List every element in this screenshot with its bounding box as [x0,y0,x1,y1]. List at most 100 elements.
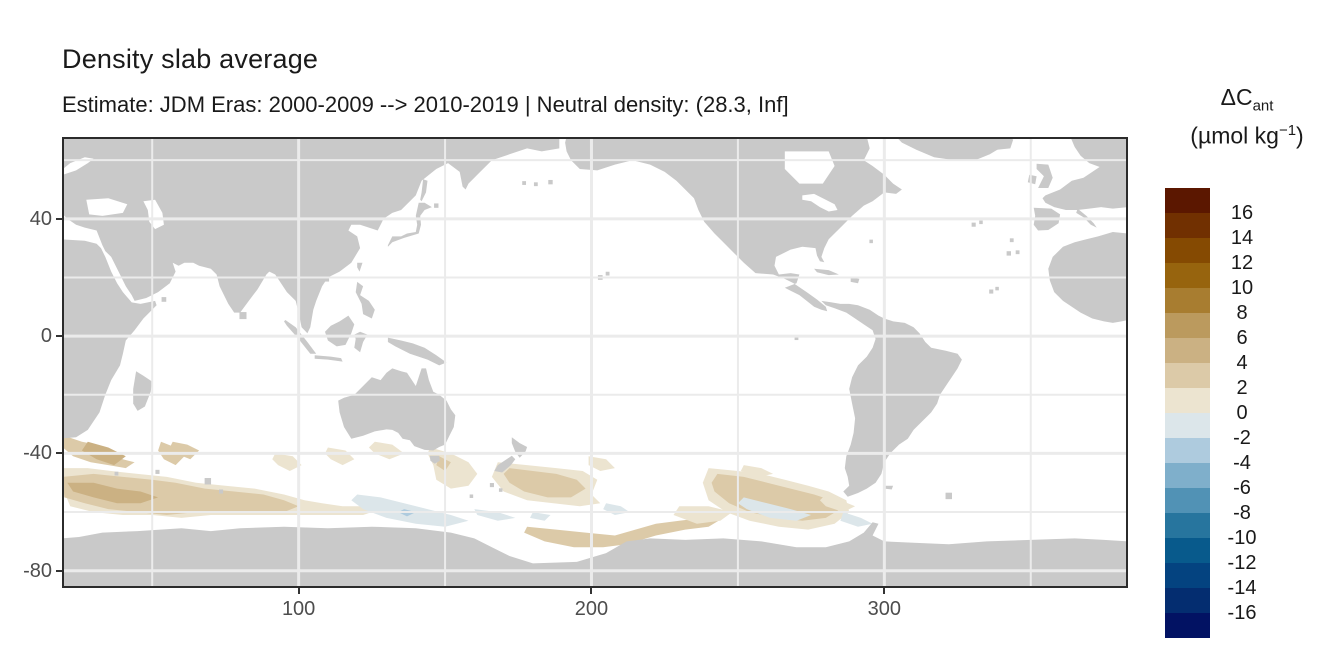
data-patch [67,482,159,504]
land-polygon [314,355,343,362]
island [161,297,167,302]
colorbar-block [1165,538,1210,563]
land-polygon [896,137,1016,161]
colorbar-label: -8 [1233,502,1251,524]
water-hole [802,193,838,212]
colorbar-block [1165,263,1210,288]
data-patch [436,456,451,471]
y-tick-mark [56,569,62,572]
land-polygon [814,268,839,276]
land-polygon [325,315,355,347]
data-patch [524,517,724,548]
data-patch [474,509,516,521]
island [869,239,873,244]
colorbar-block [1165,213,1210,238]
colorbar-label: -14 [1227,577,1257,599]
island [239,312,247,320]
land-polygon [850,277,860,284]
colorbar-label: 2 [1236,377,1248,399]
land-polygon [821,300,962,497]
island [1015,250,1020,255]
x-tick-mark [883,588,886,594]
x-tick-label: 300 [867,598,902,620]
colorbar-label: -10 [1227,527,1257,549]
island [989,289,994,294]
x-tick-label: 200 [574,598,609,620]
island [995,286,999,291]
x-tick-mark [297,588,300,594]
land-polygon [62,137,560,334]
data-patch [737,497,812,521]
colorbar-block [1165,413,1210,438]
island [1009,238,1014,243]
colorbar-block [1165,588,1210,613]
y-tick-label: -80 [23,559,52,582]
legend-title-sub: ant [1252,97,1274,115]
colorbar-block [1165,438,1210,463]
x-tick-mark [590,588,593,594]
chart-subtitle: Estimate: JDM Eras: 2000-2009 --> 2010-2… [62,92,789,117]
island [218,489,224,494]
land-polygon [884,485,894,490]
panel-border [62,137,1128,588]
island [522,181,527,185]
island [605,271,610,276]
land-polygon [988,139,1014,150]
colorbar-block [1165,363,1210,388]
island [155,469,160,474]
colorbar-label: -16 [1227,602,1257,624]
water-hole [62,157,94,175]
colorbar-block [1165,188,1210,213]
data-patch [272,453,302,471]
y-tick-mark [56,217,62,220]
data-patch [819,497,856,513]
island [114,471,119,476]
colorbar-block [1165,238,1210,263]
colorbar-block [1165,313,1210,338]
land-polygon [1027,174,1037,185]
island [469,494,474,498]
y-tick-mark [56,335,62,338]
island [204,478,212,485]
data-patch [711,473,841,521]
land-polygon [355,281,375,319]
island [323,276,330,282]
island [979,220,983,225]
land-polygon [429,455,440,464]
colorbar-block [1165,463,1210,488]
data-patch [62,473,299,515]
land-polygon [387,337,447,366]
land-polygon [357,262,363,272]
data-patch [530,512,551,521]
island [489,483,494,488]
y-tick-mark [56,452,62,455]
colorbar-label: -2 [1233,427,1251,449]
colorbar-label: 4 [1236,352,1248,374]
colorbar-block [1165,338,1210,363]
colorbar-label: 0 [1236,402,1248,424]
colorbar-label: 8 [1236,302,1248,324]
data-patch [840,512,873,527]
colorbar-label: 16 [1230,202,1254,224]
land-polygon [62,239,157,439]
colorbar-block [1165,288,1210,313]
island [533,182,538,187]
legend-title-main: ΔC [1220,84,1253,110]
water-hole [143,199,164,230]
island [945,492,952,500]
colorbar-label: 6 [1236,327,1248,349]
data-patch [588,456,615,471]
colorbar-block [1165,388,1210,413]
colorbar-block [1165,488,1210,513]
colorbar-label: -6 [1233,477,1251,499]
y-tick-label: -40 [23,442,52,465]
chart-title: Density slab average [62,44,319,74]
land-polygon [420,179,428,202]
land-polygon [1042,166,1128,210]
legend-units: (µmol kg−1) [1190,122,1304,149]
land-polygon [62,522,1128,588]
land-polygon [1070,137,1128,174]
data-patch [368,441,405,460]
island [971,222,976,227]
